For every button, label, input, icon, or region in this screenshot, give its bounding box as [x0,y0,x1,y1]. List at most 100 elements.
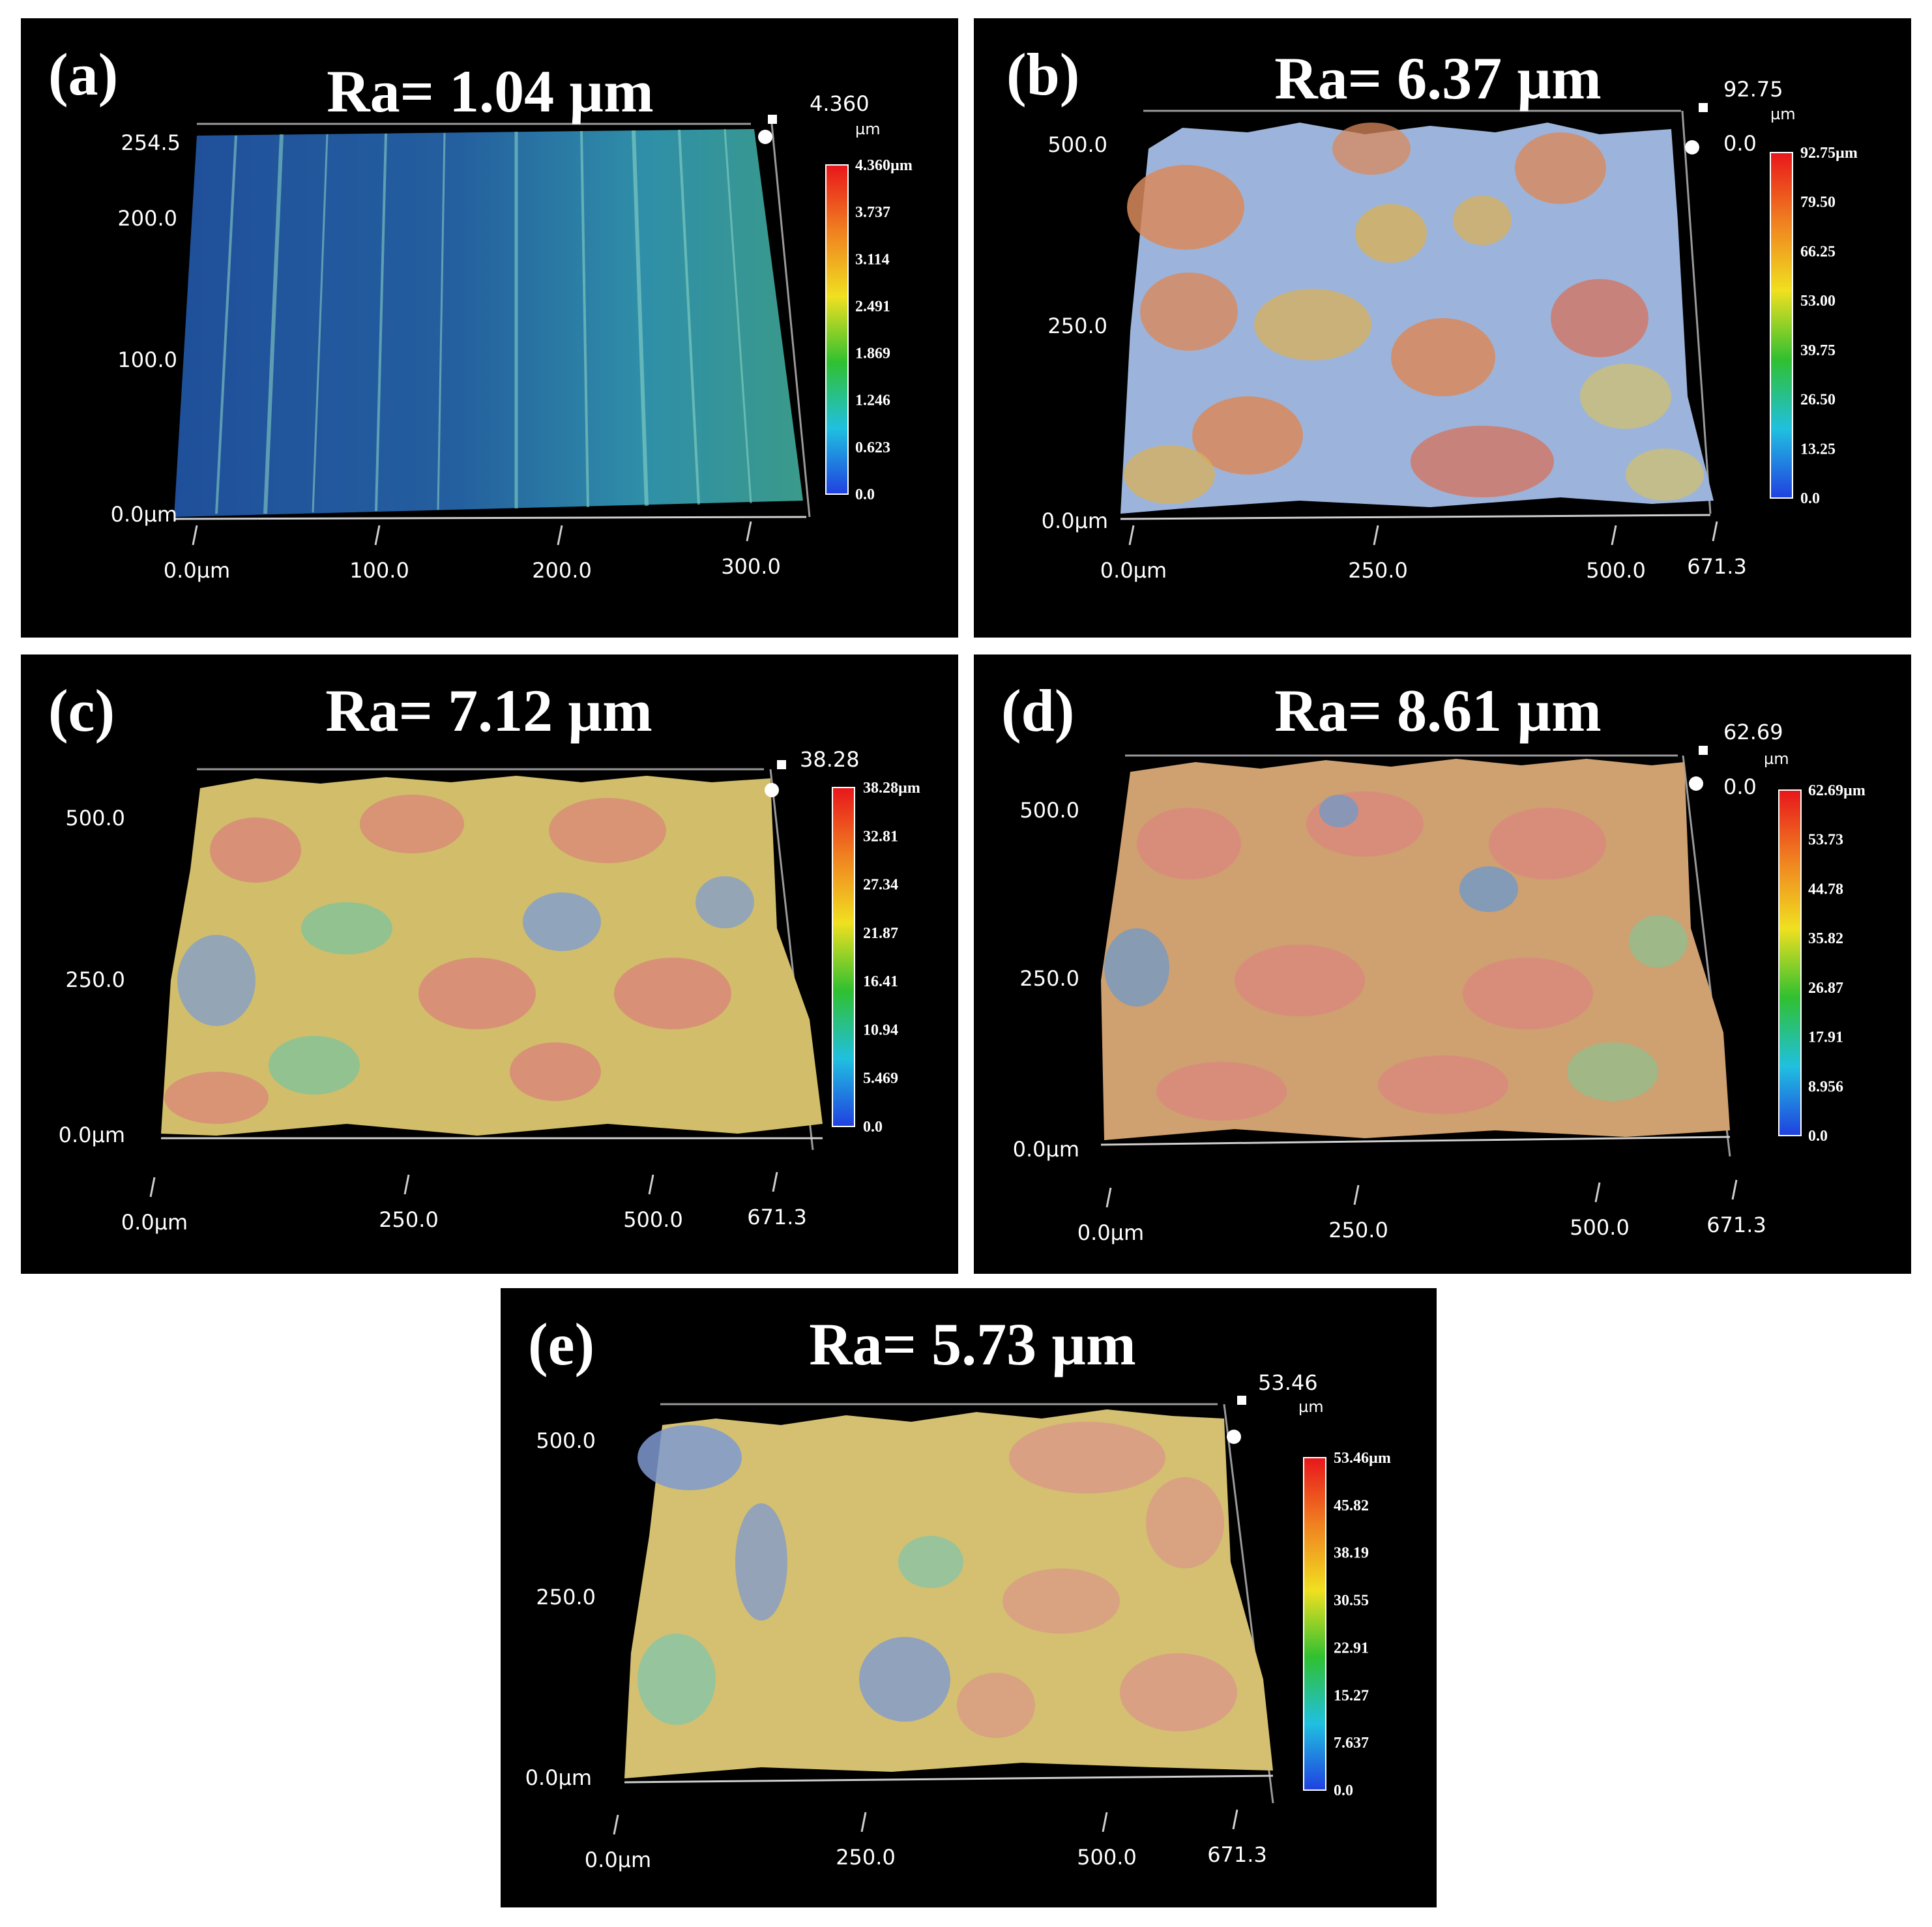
x-tick-mark [1373,525,1379,546]
x-tick-label: 300.0 [721,554,781,579]
colorbar-tick-label: 66.25 [1800,243,1836,260]
corner-unit-label: µm [1770,105,1796,123]
panel-a-plot: 4.360µm3.7373.1142.4911.8691.2460.6230.0… [111,91,913,583]
corner-unit-label: µm [855,120,881,138]
colorbar-tick-label: 30.55 [1334,1593,1369,1610]
corner-max-label: 4.360 [810,91,870,116]
y-tick-label: 0.0µm [1042,508,1108,533]
x-tick-mark [403,1174,410,1195]
corner-max-label: 38.28 [800,747,860,772]
x-tick-label: 0.0µm [121,1210,188,1235]
colorbar-tick-label: 53.46µm [1334,1450,1391,1467]
y-tick-label: 0.0µm [111,502,177,527]
x-tick-label: 500.0 [1077,1845,1137,1870]
colorbar-tick-label: 0.0 [863,1119,883,1136]
colorbar-tick-label: 21.87 [863,925,898,942]
x-tick-label: 250.0 [379,1207,439,1232]
colorbar-tick-label: 8.956 [1808,1078,1843,1095]
x-tick-mark [1102,1812,1108,1832]
panel-e: 53.46µm 45.82 38.19 30.55 22.91 15.27 7.637 0.0… [501,1288,1437,1907]
colorbar-tick-label: 35.82 [1808,930,1843,947]
y-tick-label: 250.0 [65,967,125,992]
y-tick-label: 250.0 [1019,966,1079,991]
x-tick-label: 250.0 [1328,1218,1388,1243]
y-tick-label: 0.0µm [525,1765,592,1790]
x-tick-mark [613,1814,619,1835]
x-tick-label: 500.0 [623,1207,683,1232]
panel-a: 4.360µm 3.737 3.114 2.491 1.869 1.246 0.623 0.0… [21,18,958,638]
surface-bumps [1104,791,1688,1121]
x-tick-label: 500.0 [1586,558,1646,583]
panel-label: (e) [528,1311,595,1377]
corner-circle-marker [1227,1430,1241,1444]
panel-label: (c) [48,677,115,744]
colorbar-tick-label: 15.27 [1334,1687,1369,1704]
colorbar-tick-label: 53.00 [1800,293,1836,310]
panel-e-plot: 53.46µm45.8238.1930.5522.9115.277.6370.0… [525,1370,1391,1872]
x-tick-mark [648,1174,654,1195]
y-tick-label: 500.0 [1047,132,1107,157]
x-axis [173,516,807,520]
y-tick-label: 500.0 [65,806,125,831]
colorbar-tick-label: 5.469 [863,1070,898,1087]
colorbar-tick-label: 22.91 [1334,1640,1369,1656]
panel-title: Ra= 6.37 µm [1274,45,1602,111]
colorbar-tick-label: 3.737 [855,204,890,221]
x-tick-mark [149,1177,156,1198]
x-tick-mark [192,525,198,546]
x-tick-label: 671.3 [747,1205,807,1229]
panel-label: (a) [48,41,119,108]
y-tick-label: 100.0 [117,347,177,372]
panel-title: Ra= 8.61 µm [1274,677,1602,744]
colorbar-tick-label: 26.87 [1808,980,1843,997]
colorbar-tick-label: 7.637 [1334,1735,1369,1752]
corner-square-marker [768,115,777,124]
x-axis [1120,514,1711,520]
y-tick-label: 250.0 [1047,314,1107,338]
surface-plot [624,1409,1273,1778]
colorbar-tick-label: 13.25 [1800,441,1836,458]
corner-unit-label: µm [1298,1398,1324,1416]
x-tick-mark [1353,1184,1360,1205]
surface-frame [770,123,811,518]
x-tick-label: 671.3 [1687,554,1747,579]
panel-b: 92.75µm 79.50 66.25 53.00 39.75 26.50 13.25 0.0… [974,18,1911,638]
x-tick-label: 200.0 [532,558,592,583]
x-tick-label: 0.0µm [1100,558,1167,583]
panel-b-plot: 92.75µm79.5066.2553.0039.7526.5013.250.0… [1042,77,1858,583]
colorbar-tick-label: 0.0 [1334,1782,1353,1799]
corner-square-marker [1699,103,1708,112]
colorbar-tick-label: 38.28µm [863,780,920,797]
panel-title: Ra= 5.73 µm [809,1311,1136,1377]
colorbar-tick-label: 44.78 [1808,881,1843,898]
x-tick-label: 0.0µm [164,558,230,583]
corner-square-marker [777,760,786,769]
colorbar [1770,152,1793,499]
colorbar-tick-label: 0.0 [1800,490,1820,507]
panel-c: 38.28µm 32.81 27.34 21.87 16.41 10.94 5.469 0.0… [21,655,958,1274]
surface-bumps [164,795,754,1124]
x-tick-mark [772,1171,778,1192]
y-tick-label: 500.0 [536,1428,596,1453]
y-tick-label: 254.5 [121,130,181,155]
x-tick-mark [746,521,752,542]
corner-unit-label: µm [1764,750,1789,768]
colorbar-tick-label: 10.94 [863,1022,898,1038]
colorbar-tick-label: 27.34 [863,877,898,894]
colorbar-tick-label: 16.41 [863,973,898,990]
panel-label: (d) [1001,677,1075,744]
colorbar-tick-label: 39.75 [1800,342,1836,359]
x-tick-label: 0.0µm [585,1847,651,1872]
colorbar [1778,789,1802,1136]
y-tick-label: 200.0 [117,206,177,231]
surface-bumps [1124,123,1704,504]
x-tick-mark [1712,521,1718,542]
colorbar-tick-label: 62.69µm [1808,782,1866,799]
x-tick-mark [1105,1187,1112,1208]
colorbar-tick-label: 26.50 [1800,392,1836,409]
x-tick-label: 671.3 [1706,1213,1766,1237]
colorbar-tick-label: 1.869 [855,346,890,362]
colorbar-tick-label: 92.75µm [1800,145,1858,162]
colorbar-tick-label: 1.246 [855,392,890,409]
colorbar-tick-label: 4.360µm [855,157,913,174]
